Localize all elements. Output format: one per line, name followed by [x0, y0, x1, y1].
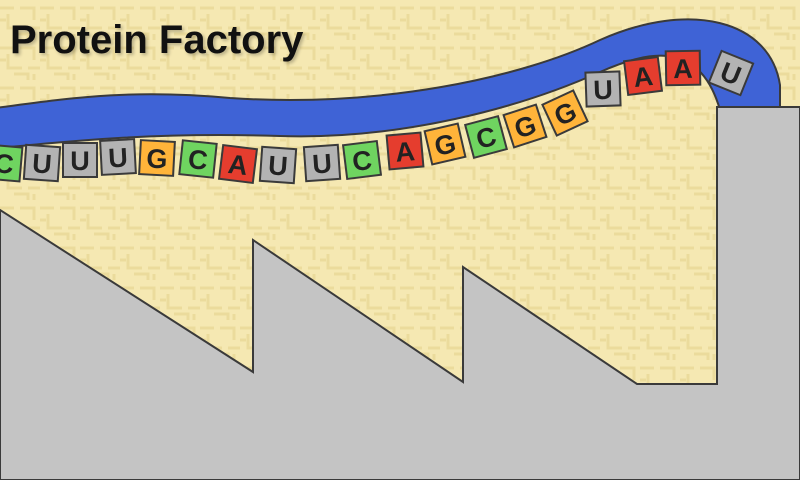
nucleotide-tile-bg: [302, 143, 342, 183]
nucleotide-tile[interactable]: C: [463, 114, 509, 160]
nucleotide-letter: A: [632, 61, 655, 93]
nucleotide-tile-bg: [584, 70, 622, 108]
nucleotide-letter: C: [351, 145, 374, 177]
nucleotide-tile-bg: [423, 122, 467, 166]
nucleotide-tile-bg: [62, 142, 98, 178]
nucleotide-tile-bg: [217, 143, 259, 185]
nucleotide-tile[interactable]: C: [341, 139, 383, 181]
nucleotide-tile[interactable]: U: [99, 138, 137, 176]
nucleotide-tile-bg: [138, 139, 176, 177]
factory-building: [0, 106, 800, 480]
nucleotide-letter: C: [0, 148, 15, 180]
nucleotide-tile[interactable]: G: [138, 139, 176, 177]
nucleotide-letter: U: [267, 150, 289, 181]
nucleotide-tile[interactable]: U: [302, 143, 342, 183]
nucleotide-tile[interactable]: A: [385, 131, 425, 171]
nucleotide-letter: U: [311, 148, 333, 179]
nucleotide-tile-bg: [463, 114, 509, 160]
nucleotide-letter: U: [108, 143, 129, 174]
nucleotide-tile-bg: [22, 143, 62, 183]
nucleotide-tile[interactable]: G: [423, 122, 467, 166]
nucleotide-tile-bg: [502, 103, 548, 149]
nucleotide-letter: G: [146, 143, 169, 174]
nucleotide-letter: A: [673, 54, 693, 84]
nucleotide-letter: C: [187, 144, 210, 176]
nucleotide-tile-bg: [707, 49, 755, 97]
nucleotide-letter: U: [593, 75, 614, 106]
nucleotide-tile[interactable]: U: [584, 70, 622, 108]
nucleotide-tile[interactable]: U: [22, 143, 62, 183]
nucleotide-tile-bg: [341, 139, 383, 181]
nucleotide-letter: U: [70, 146, 90, 176]
nucleotide-tile[interactable]: U: [258, 145, 298, 185]
nucleotide-letter: A: [226, 149, 249, 181]
nucleotide-tile[interactable]: G: [502, 103, 548, 149]
nucleotide-tile-bg: [178, 139, 218, 179]
nucleotide-tile-bg: [622, 55, 664, 97]
nucleotide-letter: U: [31, 148, 53, 179]
nucleotide-tile[interactable]: A: [217, 143, 259, 185]
nucleotide-tile-bg: [99, 138, 137, 176]
nucleotide-tile[interactable]: U: [62, 142, 98, 178]
nucleotide-tile-bg: [664, 49, 702, 87]
game-title: Protein Factory: [10, 18, 304, 62]
nucleotide-letter: A: [394, 136, 416, 168]
nucleotide-tile-bg: [541, 89, 589, 137]
nucleotide-tile[interactable]: G: [541, 89, 589, 137]
nucleotide-tile[interactable]: A: [622, 55, 664, 97]
nucleotide-tile[interactable]: C: [0, 143, 24, 183]
nucleotide-sequence: C U U U G C A U U C A G C G GU A A U: [0, 49, 755, 185]
nucleotide-tile-bg: [0, 143, 24, 183]
nucleotide-tile[interactable]: C: [178, 139, 218, 179]
nucleotide-tile[interactable]: U: [707, 49, 755, 97]
nucleotide-tile-bg: [385, 131, 425, 171]
nucleotide-tile-bg: [258, 145, 298, 185]
nucleotide-tile[interactable]: A: [664, 49, 702, 87]
